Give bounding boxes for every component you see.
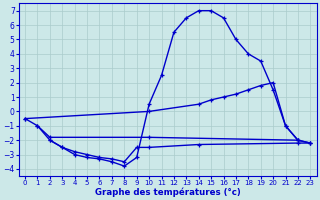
X-axis label: Graphe des températures (°c): Graphe des températures (°c) [95,187,241,197]
